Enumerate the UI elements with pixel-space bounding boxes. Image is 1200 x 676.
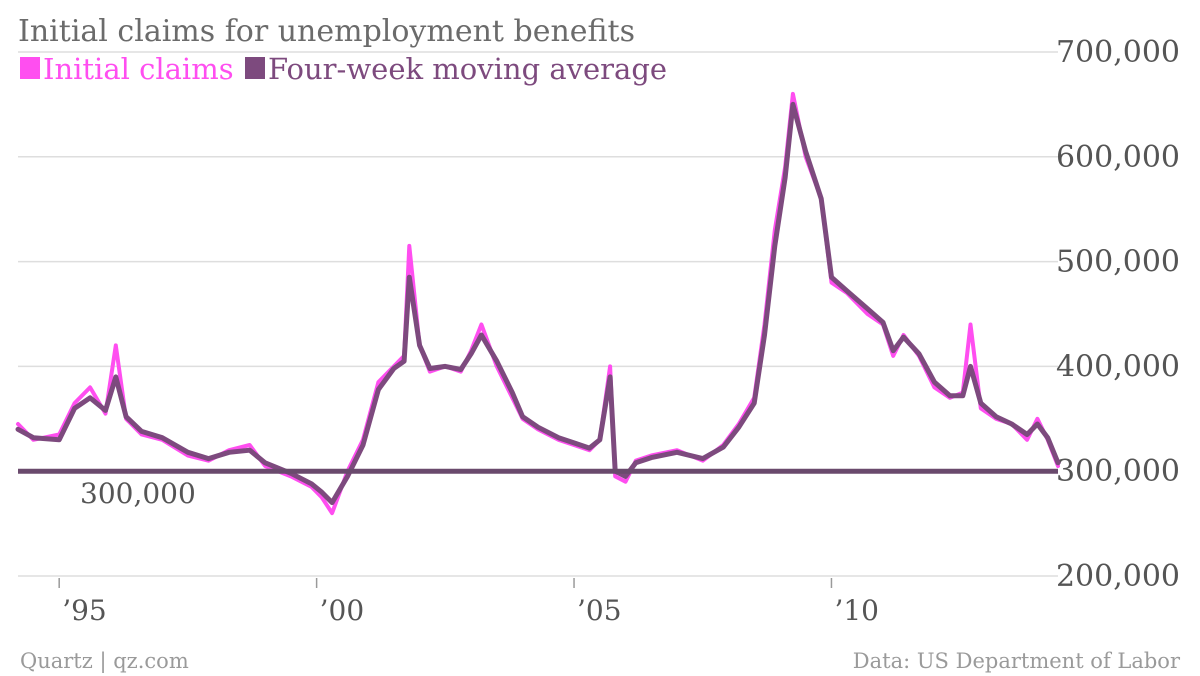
- y-tick-label: 400,000: [1056, 349, 1180, 384]
- x-tick-label: ’10: [834, 594, 879, 627]
- legend-swatch-moving-average: [245, 57, 265, 79]
- reference-line-group: 300,000: [18, 468, 1058, 510]
- legend: Initial claims Four-week moving average: [20, 52, 667, 86]
- y-tick-label: 500,000: [1056, 245, 1180, 280]
- legend-label-moving-average: Four-week moving average: [268, 52, 667, 86]
- y-tick-label: 200,000: [1056, 559, 1180, 594]
- footer-source-left: Quartz | qz.com: [20, 649, 189, 674]
- x-tick-label: ’00: [320, 594, 365, 627]
- footer-source-right: Data: US Department of Labor: [853, 649, 1181, 673]
- series-line-moving-average: [15, 101, 1061, 506]
- y-tick-label: 600,000: [1056, 140, 1180, 175]
- y-tick-label: 700,000: [1056, 35, 1180, 70]
- x-axis-labels: ’95 ’00 ’05 ’10: [62, 594, 879, 627]
- legend-label-initial-claims: Initial claims: [43, 52, 234, 86]
- y-tick-label: 300,000: [1056, 454, 1180, 489]
- x-tick-label: ’05: [577, 594, 622, 627]
- chart-title: Initial claims for unemployment benefits: [18, 14, 635, 49]
- reference-line-label: 300,000: [80, 477, 196, 510]
- x-tick-label: ’95: [62, 594, 107, 627]
- legend-swatch-initial-claims: [20, 57, 40, 79]
- x-axis-ticks: [58, 578, 833, 588]
- y-axis-labels: 700,000 600,000 500,000 400,000 300,000 200,0…: [1056, 35, 1180, 594]
- series-lines: [15, 91, 1061, 516]
